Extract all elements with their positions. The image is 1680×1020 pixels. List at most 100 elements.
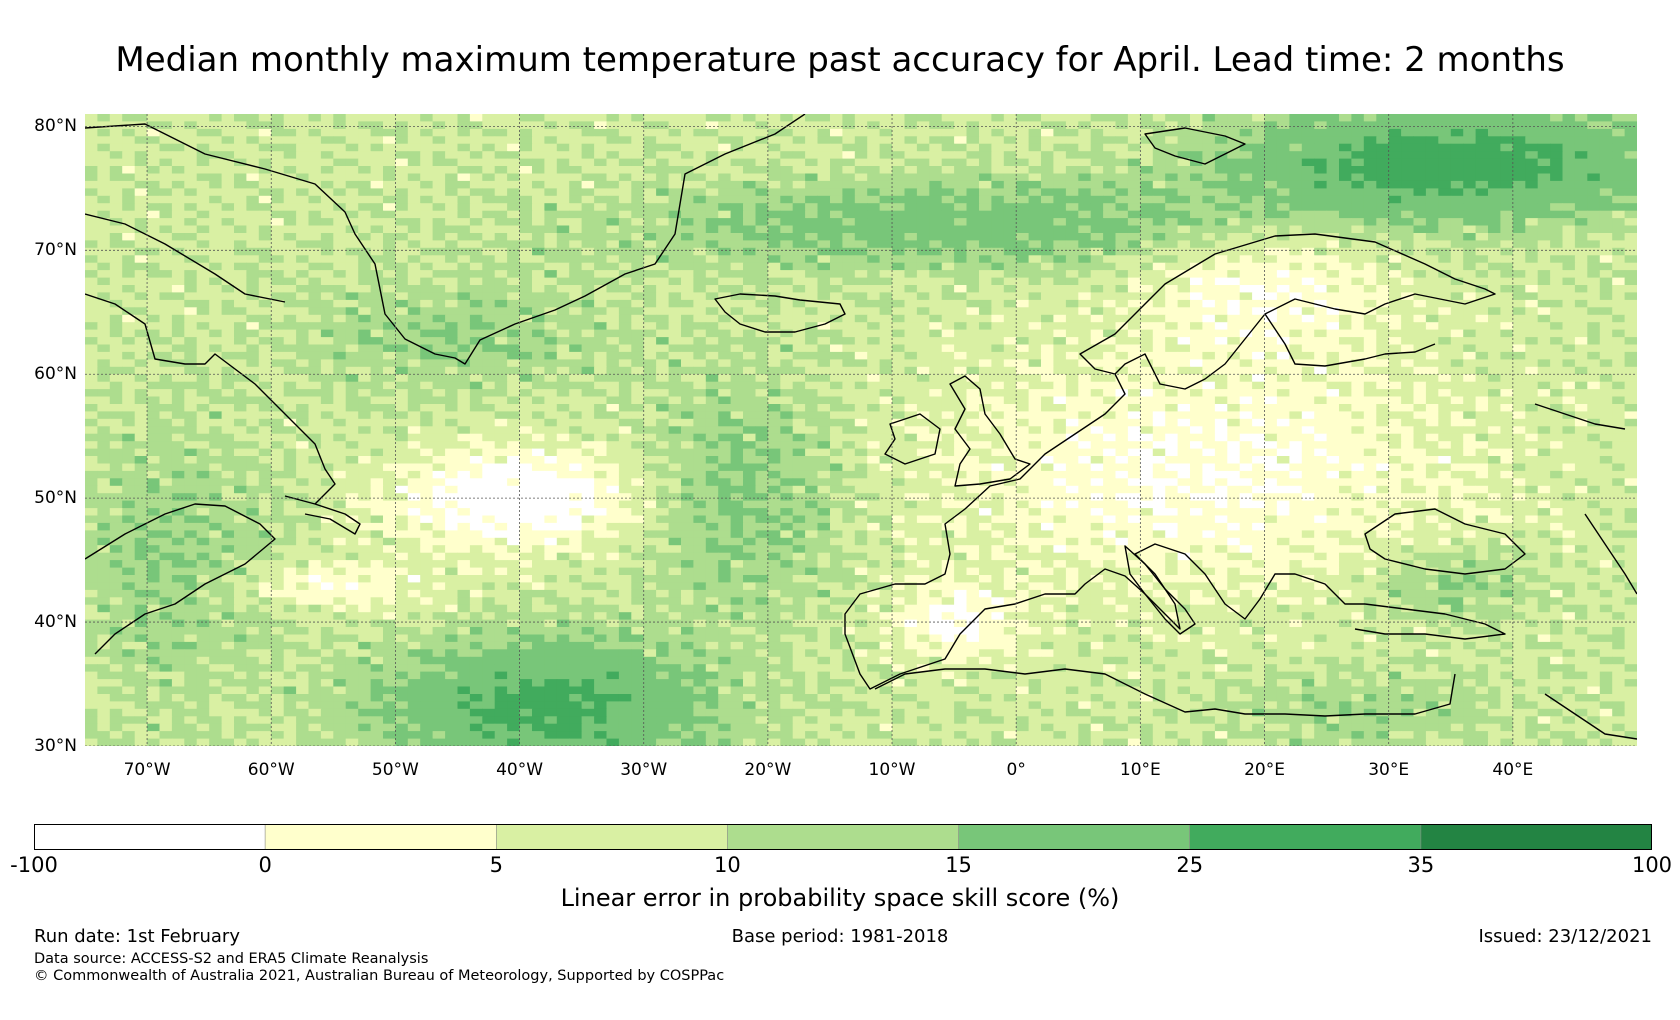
- map-cell: [643, 374, 657, 383]
- map-cell: [1165, 195, 1179, 204]
- map-cell: [532, 344, 545, 353]
- map-cell: [320, 218, 334, 226]
- map-cell: [109, 188, 123, 197]
- map-cell: [1388, 404, 1402, 412]
- map-cell: [1314, 180, 1328, 189]
- map-cell: [147, 114, 160, 122]
- map-cell: [358, 210, 372, 219]
- map-cell: [1264, 374, 1278, 383]
- map-cell: [1053, 195, 1067, 204]
- map-cell: [333, 299, 347, 308]
- map-cell: [929, 225, 943, 234]
- map-cell: [283, 158, 297, 167]
- map-cell: [1512, 218, 1526, 226]
- map-cell: [109, 329, 123, 338]
- map-cell: [879, 173, 893, 182]
- map-cell: [1078, 277, 1092, 286]
- map-cell: [1152, 351, 1166, 360]
- map-cell: [755, 128, 769, 137]
- map-cell: [171, 337, 185, 345]
- map-cell: [1438, 389, 1452, 397]
- map-cell: [1363, 322, 1377, 331]
- map-cell: [904, 136, 918, 145]
- map-cell: [1140, 218, 1154, 226]
- map-cell: [767, 128, 781, 137]
- map-cell: [1624, 195, 1637, 204]
- map-cell: [85, 158, 98, 167]
- map-cell: [1090, 359, 1104, 368]
- map-cell: [494, 285, 508, 293]
- map-cell: [296, 381, 309, 390]
- map-cell: [85, 233, 98, 241]
- map-cell: [1488, 277, 1501, 286]
- map-cell: [196, 299, 210, 308]
- map-cell: [1599, 299, 1613, 308]
- map-cell: [780, 143, 794, 152]
- map-cell: [1326, 203, 1340, 212]
- map-cell: [171, 218, 185, 226]
- map-cell: [134, 351, 148, 360]
- map-cell: [1264, 151, 1278, 160]
- map-cell: [171, 404, 185, 412]
- map-cell: [395, 255, 409, 264]
- map-cell: [258, 307, 272, 316]
- map-cell: [1041, 166, 1054, 174]
- map-cell: [432, 210, 446, 219]
- map-cell: [842, 151, 856, 160]
- map-cell: [258, 329, 272, 338]
- map-cell: [1475, 173, 1489, 182]
- map-cell: [718, 396, 732, 405]
- map-cell: [469, 128, 483, 137]
- map-cell: [941, 166, 955, 174]
- map-cell: [780, 255, 794, 264]
- map-cell: [854, 225, 868, 234]
- map-cell: [743, 314, 756, 323]
- map-cell: [1214, 233, 1228, 241]
- map-cell: [358, 285, 372, 293]
- map-cell: [1537, 344, 1551, 353]
- map-cell: [122, 173, 136, 182]
- map-cell: [606, 270, 620, 278]
- map-cell: [904, 292, 918, 301]
- map-cell: [1425, 285, 1439, 293]
- map-cell: [1003, 255, 1017, 264]
- map-cell: [705, 218, 719, 226]
- map-cell: [209, 225, 223, 234]
- map-cell: [581, 337, 595, 345]
- map-cell: [842, 270, 856, 278]
- map-cell: [532, 233, 545, 241]
- map-cell: [1165, 277, 1179, 286]
- map-cell: [1028, 233, 1042, 241]
- map-cell: [681, 225, 694, 234]
- map-cell: [147, 188, 160, 197]
- map-cell: [718, 359, 732, 368]
- map-cell: [556, 344, 570, 353]
- map-cell: [929, 344, 943, 353]
- map-cell: [370, 314, 384, 323]
- map-cell: [196, 337, 210, 345]
- map-cell: [519, 233, 533, 241]
- map-cell: [1276, 218, 1290, 226]
- map-cell: [1202, 173, 1216, 182]
- map-cell: [1090, 299, 1104, 308]
- map-cell: [258, 396, 272, 405]
- map-cell: [209, 143, 223, 152]
- map-cell: [395, 270, 409, 278]
- map-cell: [519, 329, 533, 338]
- map-cell: [904, 114, 918, 122]
- map-cell: [85, 240, 98, 249]
- map-cell: [97, 374, 111, 383]
- map-cell: [581, 262, 595, 271]
- map-cell: [1376, 173, 1390, 182]
- map-cell: [1587, 359, 1601, 368]
- map-cell: [1612, 299, 1626, 308]
- map-cell: [780, 329, 794, 338]
- map-cell: [780, 188, 794, 197]
- map-cell: [1115, 314, 1129, 323]
- map-cell: [830, 128, 843, 137]
- map-cell: [656, 285, 669, 293]
- map-cell: [556, 351, 570, 360]
- map-cell: [991, 158, 1005, 167]
- map-cell: [1550, 329, 1563, 338]
- map-cell: [618, 240, 632, 249]
